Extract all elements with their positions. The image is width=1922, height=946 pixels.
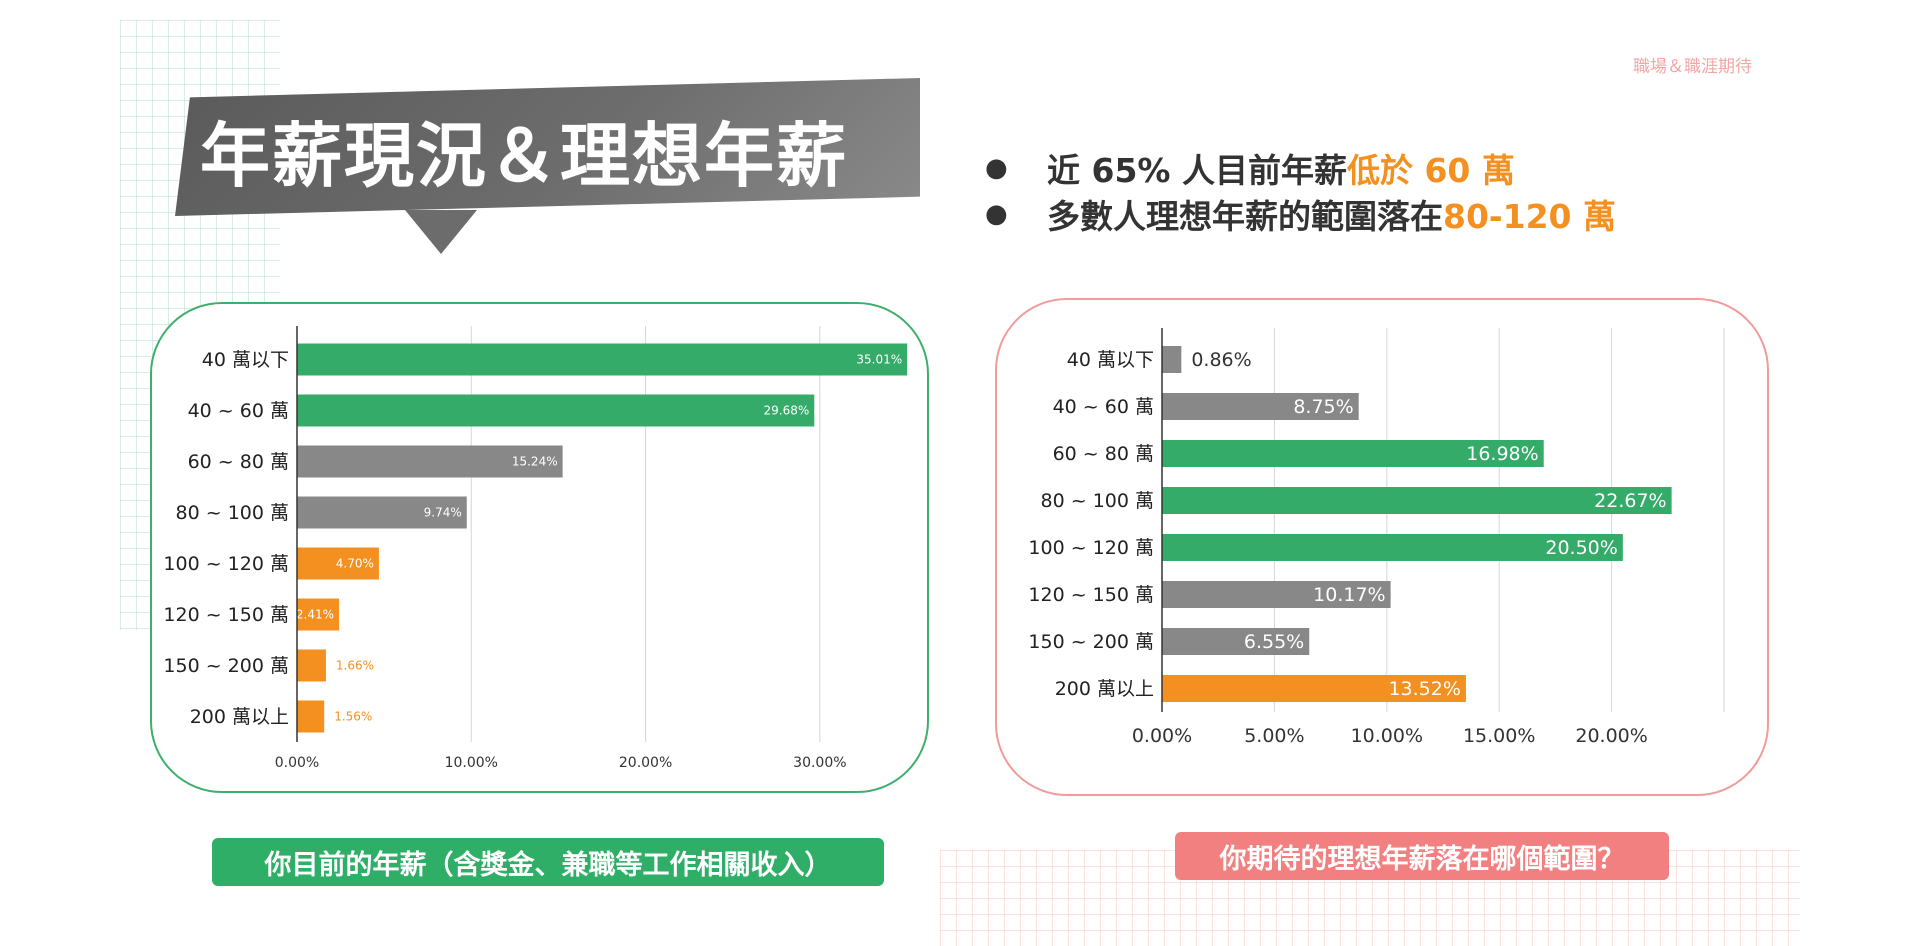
key-findings: ● 近 65% 人目前年薪 低於 60 萬 ● 多數人理想年薪的範圍落在 80-1… xyxy=(985,145,1616,237)
category-label: 200 萬以上 xyxy=(1055,678,1154,700)
current-salary-chart-card: 0.00% 10.00% 20.00% 30.00% 40 萬以下 35.01% 40 ~ … xyxy=(150,302,929,793)
bar xyxy=(1162,581,1391,608)
data-label: 15.24% xyxy=(512,455,558,469)
x-tick-label: 20.00% xyxy=(1575,725,1647,747)
category-label: 60 ~ 80 萬 xyxy=(1053,443,1154,465)
bar xyxy=(297,649,326,682)
bullet-dot-icon: ● xyxy=(985,199,1008,229)
category-label: 60 ~ 80 萬 xyxy=(188,451,289,473)
finding-2: ● 多數人理想年薪的範圍落在 80-120 萬 xyxy=(985,191,1616,237)
x-tick-label: 10.00% xyxy=(445,755,498,771)
title-banner xyxy=(175,78,920,216)
data-label: 16.98% xyxy=(1466,443,1538,465)
category-label: 100 ~ 120 萬 xyxy=(163,553,289,575)
x-tick-label: 10.00% xyxy=(1351,725,1423,747)
finding-2-text: 多數人理想年薪的範圍落在 xyxy=(1047,197,1443,236)
category-label: 40 ~ 60 萬 xyxy=(188,400,289,422)
category-label: 40 萬以下 xyxy=(1067,349,1154,371)
data-label: 13.52% xyxy=(1388,678,1460,700)
bar xyxy=(1162,346,1182,373)
bar xyxy=(297,496,467,529)
category-label: 150 ~ 200 萬 xyxy=(1028,631,1154,653)
ideal-salary-chart: 0.00% 5.00% 10.00% 15.00% 20.00% 40 萬以下 0.86% 4… xyxy=(1028,328,1725,747)
category-label: 120 ~ 150 萬 xyxy=(163,604,289,626)
bar xyxy=(1162,440,1544,467)
category-label: 100 ~ 120 萬 xyxy=(1028,537,1154,559)
bar xyxy=(297,547,379,580)
bullet-dot-icon: ● xyxy=(985,153,1008,183)
bar xyxy=(1162,628,1310,655)
category-label: 80 ~ 100 萬 xyxy=(1041,490,1154,512)
data-label: 4.70% xyxy=(336,557,374,571)
data-label: 6.55% xyxy=(1244,631,1304,653)
data-label: 10.17% xyxy=(1313,584,1385,606)
bar xyxy=(1162,393,1359,420)
data-label: 8.75% xyxy=(1293,396,1353,418)
x-tick-label: 30.00% xyxy=(793,755,846,771)
data-label: 29.68% xyxy=(764,404,810,418)
category-label: 150 ~ 200 萬 xyxy=(163,655,289,677)
title-banner-pointer xyxy=(405,210,477,254)
x-tick-label: 20.00% xyxy=(619,755,672,771)
data-label: 22.67% xyxy=(1594,490,1666,512)
x-tick-label: 15.00% xyxy=(1463,725,1535,747)
bar xyxy=(297,700,325,733)
finding-1-text: 近 65% 人目前年薪 xyxy=(1047,151,1347,190)
bar xyxy=(297,598,340,631)
ideal-salary-caption: 你期待的理想年薪落在哪個範圍？ xyxy=(1175,832,1669,880)
x-tick-label: 0.00% xyxy=(1132,725,1192,747)
category-label: 80 ~ 100 萬 xyxy=(176,502,289,524)
data-label: 1.56% xyxy=(334,710,372,724)
data-label: 1.66% xyxy=(336,659,374,673)
finding-2-highlight: 80-120 萬 xyxy=(1443,197,1616,236)
bar xyxy=(1162,675,1466,702)
x-tick-label: 5.00% xyxy=(1244,725,1304,747)
ideal-salary-chart-card: 0.00% 5.00% 10.00% 15.00% 20.00% 40 萬以下 0.86% 4… xyxy=(995,298,1769,796)
data-label: 35.01% xyxy=(856,353,902,367)
data-label: 9.74% xyxy=(424,506,462,520)
page-title: 年薪現況＆理想年薪 xyxy=(200,115,848,197)
category-label: 40 ~ 60 萬 xyxy=(1053,396,1154,418)
bar xyxy=(297,445,563,478)
category-label: 120 ~ 150 萬 xyxy=(1028,584,1154,606)
x-tick-label: 0.00% xyxy=(275,755,319,771)
bar xyxy=(1162,487,1672,514)
current-salary-caption: 你目前的年薪（含獎金、兼職等工作相關收入） xyxy=(212,838,884,886)
current-salary-chart: 0.00% 10.00% 20.00% 30.00% 40 萬以下 35.01% 40 ~ … xyxy=(163,326,908,771)
data-label: 0.86% xyxy=(1191,349,1251,371)
finding-1: ● 近 65% 人目前年薪 低於 60 萬 xyxy=(985,145,1616,191)
data-label: 2.41% xyxy=(296,608,334,622)
bar xyxy=(297,343,908,376)
category-label: 200 萬以上 xyxy=(190,706,289,728)
finding-1-highlight: 低於 60 萬 xyxy=(1346,151,1515,190)
bar xyxy=(1162,534,1623,561)
category-label: 40 萬以下 xyxy=(202,349,289,371)
data-label: 20.50% xyxy=(1545,537,1617,559)
section-label: 職場＆職涯期待 xyxy=(1633,57,1752,77)
bar xyxy=(297,394,815,427)
